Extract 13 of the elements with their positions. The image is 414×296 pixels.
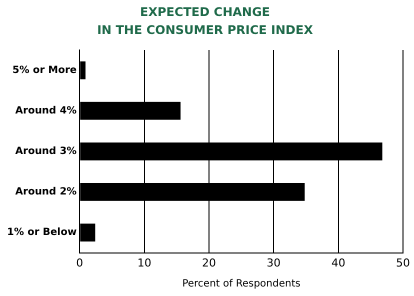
y-tick-label: Around 4% xyxy=(15,105,77,116)
y-tick-label: 1% or Below xyxy=(6,227,77,238)
y-tick-label: Around 2% xyxy=(15,186,77,198)
y-tick-label: Around 3% xyxy=(15,146,77,157)
x-tick-label: 30 xyxy=(266,256,281,270)
x-tick-label: 0 xyxy=(76,256,84,270)
x-axis-title: Percent of Respondents xyxy=(182,278,300,290)
x-tick-label: 20 xyxy=(202,256,216,270)
y-tick-label: 5% or More xyxy=(12,64,77,76)
x-tick-label: 10 xyxy=(137,256,152,270)
x-tick-label: 50 xyxy=(396,256,410,270)
chart-title: EXPECTED CHANGE IN THE CONSUMER PRICE INDEX xyxy=(97,5,314,38)
x-tick-label: 40 xyxy=(331,256,346,270)
